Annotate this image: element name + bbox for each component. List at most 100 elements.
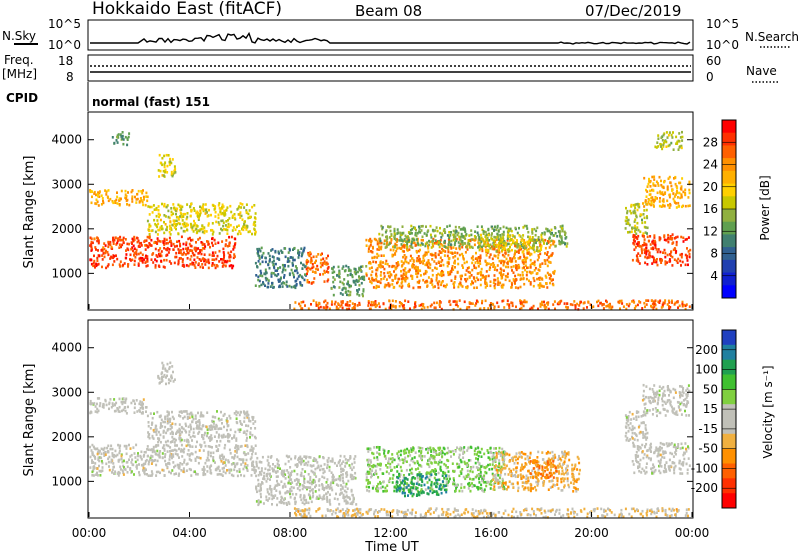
power-cell	[176, 240, 178, 243]
power-cell	[439, 251, 442, 254]
power-cell	[427, 244, 429, 248]
power-cell	[519, 301, 522, 304]
velocity-cell	[167, 381, 170, 385]
power-cell	[537, 307, 539, 311]
power-cell	[326, 262, 329, 266]
velocity-cell	[122, 464, 125, 468]
power-cell	[254, 212, 257, 215]
velocity-cell	[97, 449, 100, 452]
power-cell	[120, 245, 122, 249]
velocity-cell	[110, 405, 113, 409]
power-cell	[525, 244, 528, 248]
velocity-cell	[109, 398, 112, 401]
power-cell	[110, 255, 113, 259]
power-cell	[141, 191, 144, 195]
velocity-cell	[155, 463, 158, 467]
power-cell	[679, 181, 682, 185]
power-cell	[643, 209, 646, 212]
power-cell	[239, 216, 242, 219]
power-cell	[422, 304, 424, 308]
power-cell	[659, 250, 662, 254]
power-cell	[153, 208, 156, 211]
power-cell	[239, 202, 242, 205]
power-cell	[473, 286, 476, 290]
velocity-cell	[308, 493, 311, 497]
power-cell	[97, 262, 100, 266]
power-cell	[553, 240, 556, 243]
power-cell	[394, 276, 397, 280]
power-cell	[665, 239, 668, 242]
power-cell	[524, 260, 527, 264]
power-cell	[539, 302, 542, 306]
power-cell	[186, 212, 189, 215]
power-cell	[180, 257, 182, 260]
velocity-cell	[98, 397, 101, 400]
power-cell	[674, 201, 677, 204]
power-cell	[509, 234, 512, 237]
velocity-cell	[119, 465, 122, 469]
velocity-cell	[291, 492, 294, 496]
power-cell	[410, 274, 413, 278]
power-cell	[172, 219, 175, 222]
power-cell	[224, 259, 227, 263]
power-cell	[353, 307, 356, 311]
power-cell	[522, 244, 525, 248]
power-cell	[670, 250, 673, 253]
power-cell	[516, 239, 518, 242]
velocity-cell	[91, 451, 94, 455]
power-cell	[476, 231, 479, 235]
power-cell	[199, 209, 202, 212]
velocity-cell	[351, 493, 354, 497]
nsky-label: N.Sky	[2, 29, 36, 43]
power-cell	[163, 154, 166, 158]
power-cell	[428, 243, 431, 247]
power-cell	[461, 227, 464, 231]
power-cell	[496, 235, 499, 239]
power-cell	[335, 305, 338, 309]
power-cell	[689, 248, 692, 252]
power-cell	[438, 241, 440, 244]
power-cell	[158, 175, 161, 178]
velocity-cell	[141, 412, 144, 415]
power-cell	[306, 266, 309, 270]
power-cell	[150, 205, 153, 209]
velocity-cell	[192, 470, 195, 474]
velocity-cell	[221, 422, 223, 425]
power-cell	[394, 238, 397, 242]
power-cell	[648, 239, 650, 243]
velocity-cell	[162, 435, 165, 438]
power-cell	[214, 266, 217, 270]
power-cell	[452, 256, 455, 259]
power-cell	[674, 193, 677, 196]
power-cell	[525, 277, 528, 281]
power-cell	[524, 268, 527, 272]
power-cell	[447, 243, 450, 246]
velocity-cell	[94, 405, 97, 408]
power-cell	[675, 240, 678, 244]
power-cell	[95, 202, 98, 206]
power-cell	[97, 241, 100, 245]
velocity-cell	[145, 468, 147, 471]
power-cell	[161, 174, 164, 177]
velocity-cell	[133, 452, 136, 455]
power-cell	[232, 226, 235, 229]
velocity-cell	[125, 452, 128, 456]
power-cell	[415, 259, 418, 263]
power-cell	[456, 233, 459, 237]
power-cell	[166, 225, 169, 229]
power-cell	[477, 246, 480, 249]
power-cell	[400, 260, 403, 263]
velocity-cell	[120, 457, 123, 460]
velocity-cell	[312, 491, 314, 494]
power-cell	[348, 307, 350, 311]
velocity-cell	[192, 431, 195, 434]
power-cell	[522, 226, 525, 229]
power-cell	[331, 300, 333, 303]
power-cell	[627, 231, 629, 234]
power-cell	[440, 242, 443, 246]
power-cell	[495, 250, 498, 253]
power-cell	[440, 281, 443, 284]
power-cell	[294, 301, 297, 304]
power-cell	[371, 250, 374, 254]
velocity-cell	[222, 457, 225, 461]
